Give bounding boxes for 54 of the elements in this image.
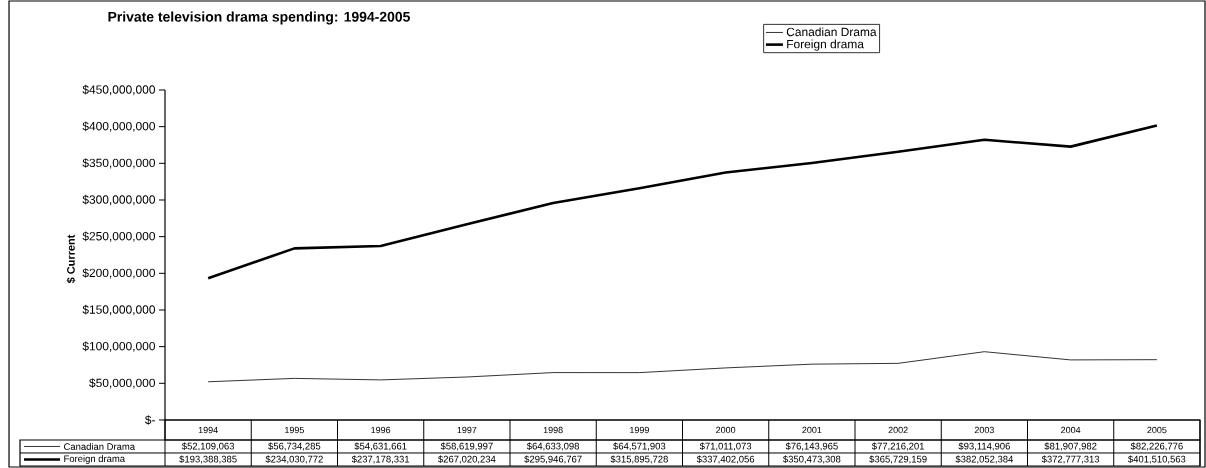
- x-tick-label: 1998: [543, 426, 563, 434]
- data-label: $350,473,308: [783, 455, 841, 464]
- data-label: $81,907,982: [1044, 442, 1097, 451]
- data-label: $76,143,965: [785, 442, 838, 451]
- x-tick-label: 1997: [457, 426, 477, 434]
- data-label: $267,020,234: [438, 455, 496, 464]
- x-tick-label: 1995: [285, 426, 304, 434]
- y-axis-title: $ Current: [66, 234, 76, 284]
- y-tick-label: $250,000,000: [82, 231, 156, 242]
- data-label: $58,619,997: [440, 442, 493, 451]
- data-label: $52,109,063: [181, 442, 235, 451]
- line-series: [207, 351, 1158, 383]
- data-label: $82,226,776: [1130, 442, 1183, 451]
- y-tick-label: $450,000,000: [82, 84, 156, 96]
- x-tick-label: 1996: [371, 426, 391, 434]
- legend-label: Foreign drama: [787, 39, 864, 51]
- data-label: $295,946,767: [524, 455, 582, 464]
- x-tick-label: 2002: [888, 426, 908, 434]
- data-label: $401,510,563: [1128, 455, 1186, 464]
- chart-title: Private television drama spending: 1994-2005: [108, 11, 410, 25]
- y-tick-label: $300,000,000: [82, 194, 156, 206]
- data-label: $315,895,728: [610, 455, 668, 464]
- text: Canadian Drama: [786, 27, 877, 37]
- x-tick-label: 1994: [198, 426, 218, 434]
- y-tick-label: $-: [144, 415, 155, 425]
- x-tick-label: 2004: [1061, 426, 1081, 434]
- legend-label: Canadian Drama: [64, 443, 136, 450]
- data-label: $56,734,285: [268, 442, 321, 451]
- data-label: $64,633,098: [526, 442, 580, 451]
- text: Foreign drama: [64, 455, 126, 464]
- data-label: $54,631,661: [354, 442, 407, 451]
- y-tick-label: $100,000,000: [82, 341, 156, 352]
- x-tick-label: 2001: [802, 426, 822, 434]
- x-tick-label: 2005: [1147, 426, 1167, 434]
- y-tick-label: $50,000,000: [89, 378, 156, 389]
- data-label: $382,052,384: [955, 455, 1014, 464]
- line-series: [206, 124, 1159, 280]
- data-label: $365,729,159: [869, 455, 927, 464]
- data-label: $372,777,313: [1041, 455, 1100, 464]
- data-label: $93,114,906: [958, 442, 1010, 451]
- data-label: $193,388,385: [179, 455, 237, 464]
- data-label: $337,402,056: [696, 455, 755, 464]
- x-tick-label: 2003: [974, 426, 994, 434]
- data-label: $234,030,772: [265, 455, 323, 464]
- y-tick-label: $350,000,000: [82, 158, 156, 169]
- x-tick-label: 1999: [630, 426, 649, 434]
- x-tick-label: 2000: [716, 426, 736, 434]
- y-tick-label: $150,000,000: [82, 304, 156, 316]
- data-label: $237,178,331: [351, 455, 410, 464]
- data-label: $77,216,201: [871, 442, 924, 451]
- y-tick-label: $400,000,000: [82, 121, 156, 132]
- data-label: $64,571,903: [613, 442, 666, 451]
- y-tick-label: $200,000,000: [82, 268, 156, 279]
- data-label: $71,011,073: [699, 442, 752, 451]
